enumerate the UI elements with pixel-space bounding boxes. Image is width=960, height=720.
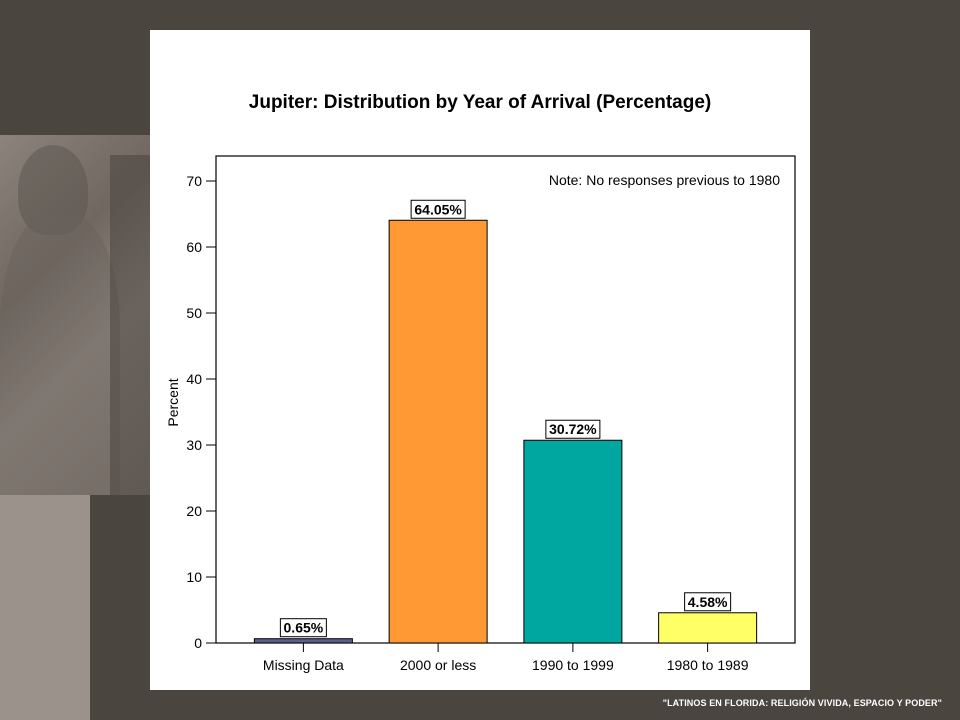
data-label-box (279, 618, 327, 638)
x-tick-label: 1990 to 1999 (532, 657, 614, 673)
chart-note: Note: No responses previous to 1980 (549, 172, 780, 188)
left-strip-dark-top (0, 0, 90, 135)
data-label: 4.58% (688, 594, 728, 610)
plot-frame (215, 155, 796, 644)
background-photo (0, 135, 150, 495)
data-label-box (684, 592, 732, 612)
bar-1990-to-1999 (523, 439, 623, 644)
bar-1980-to-1989 (658, 612, 758, 644)
y-tick-label: 30 (186, 437, 202, 453)
y-tick-label: 70 (186, 173, 202, 189)
data-label-box (410, 199, 466, 219)
x-tick-label: 2000 or less (400, 657, 476, 673)
y-tick-label: 60 (186, 239, 202, 255)
data-label: 0.65% (284, 620, 324, 636)
bar-2000-or-less (388, 219, 488, 644)
y-tick-label: 50 (186, 305, 202, 321)
data-label-box (545, 419, 601, 439)
footer-caption: "LATINOS EN FLORIDA: RELIGIÓN VIVIDA, ES… (662, 698, 942, 708)
data-label: 64.05% (414, 201, 462, 217)
y-tick-label: 10 (186, 569, 202, 585)
x-tick-label: Missing Data (263, 657, 344, 673)
data-label: 30.72% (549, 421, 597, 437)
y-tick-label: 0 (194, 635, 202, 651)
x-tick-label: 1980 to 1989 (667, 657, 749, 673)
bar-missing-data (253, 638, 353, 644)
y-tick-label: 40 (186, 371, 202, 387)
chart-title: Jupiter: Distribution by Year of Arrival… (248, 92, 712, 113)
y-tick-label: 20 (186, 503, 202, 519)
photo-figure-body (0, 215, 120, 495)
y-axis-label: Percent (165, 378, 181, 426)
photo-figure-side (110, 155, 150, 495)
slide-panel: Jupiter: Distribution by Year of Arrival… (150, 30, 810, 690)
bar-chart: 0 10 20 30 40 50 60 70 Percent Missing Data 0.65% 2… (165, 155, 796, 673)
